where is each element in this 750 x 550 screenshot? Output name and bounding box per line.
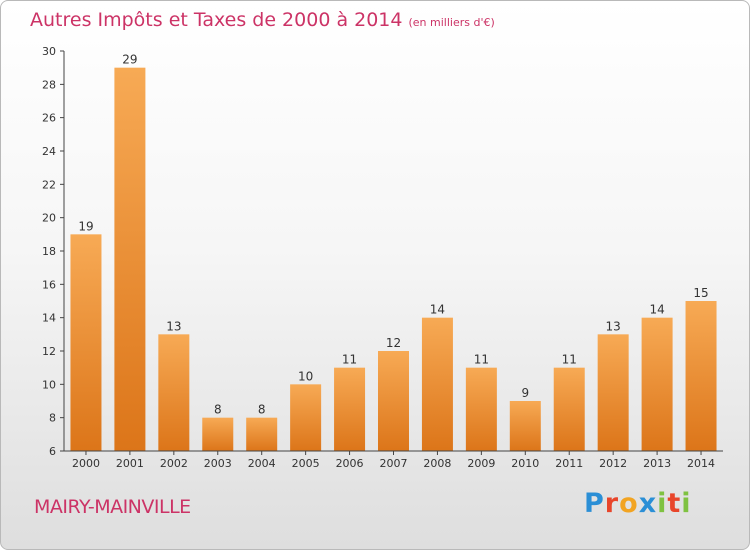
bar [246,417,278,451]
logo-letter: P [584,488,605,519]
value-label: 11 [342,353,357,367]
bar [465,367,497,451]
chart-title-main: Autres Impôts et Taxes de 2000 à 2014 [30,9,403,31]
logo-letter: t [667,488,682,519]
x-tick-label: 2000 [72,457,100,470]
value-label: 9 [521,386,529,400]
value-label: 14 [430,303,445,317]
value-label: 11 [562,353,577,367]
logo-letter: r [604,488,620,519]
y-tick-label: 26 [42,112,56,125]
x-tick-label: 2002 [160,457,188,470]
x-tick-label: 2004 [248,457,276,470]
axes-group [60,50,723,455]
logo-letter: i [657,488,668,519]
bar [421,317,453,451]
y-tick-label: 22 [42,178,56,191]
logo-letter: o [619,488,639,519]
chart-title-unit: (en milliers d'€) [408,16,495,29]
x-tick-label: 2010 [511,457,539,470]
y-tick-label: 12 [42,345,56,358]
value-label: 15 [693,286,708,300]
x-tick-label: 2006 [336,457,364,470]
value-label: 8 [258,403,266,417]
value-label: 14 [649,303,664,317]
x-tick-label: 2007 [380,457,408,470]
y-tick-label: 24 [42,145,56,158]
x-tick-label: 2012 [599,457,627,470]
chart-title: Autres Impôts et Taxes de 2000 à 2014 (en… [30,9,495,31]
bar [158,334,190,451]
bar [202,417,234,451]
x-tick-label: 2001 [116,457,144,470]
bars-group [70,67,717,452]
bar [553,367,585,451]
bar [334,367,366,451]
bar [641,317,673,451]
proxiti-logo: Proxiti [584,488,692,519]
value-label: 11 [474,353,489,367]
commune-name: MAIRY-MAINVILLE [34,496,191,518]
y-tick-label: 14 [42,312,56,325]
y-tick-label: 18 [42,245,56,258]
value-label: 13 [166,319,181,333]
value-label: 12 [386,336,401,350]
x-tick-labels: 2000 2001 2002 2003 2004 2005 2006 2007 2008 2009… [72,457,715,470]
bar [509,401,541,451]
logo-letter: x [638,488,658,519]
bar [114,67,146,452]
x-tick-label: 2009 [467,457,495,470]
value-label: 13 [606,319,621,333]
bar [290,384,322,451]
y-tick-label: 16 [42,278,56,291]
x-tick-label: 2014 [687,457,715,470]
x-tick-label: 2013 [643,457,671,470]
bar [70,234,102,451]
y-tick-label: 28 [42,78,56,91]
value-label: 8 [214,403,222,417]
x-tick-label: 2008 [423,457,451,470]
y-tick-label: 30 [42,45,56,58]
value-label: 10 [298,369,313,383]
bar [378,351,409,451]
value-labels: 19 29 13 8 8 10 11 12 14 11 9 11 13 14 15 [78,53,708,417]
value-label: 29 [122,53,137,67]
y-tick-label: 20 [42,212,56,225]
y-tick-label: 10 [42,378,56,391]
y-tick-label: 8 [49,412,56,425]
x-tick-label: 2003 [204,457,232,470]
bar [685,301,717,451]
y-tick-label: 6 [49,445,56,458]
bar [597,334,629,451]
y-tick-labels: 6 8 10 12 14 16 18 20 22 24 26 28 30 [42,45,56,458]
x-tick-label: 2011 [555,457,583,470]
x-tick-label: 2005 [292,457,320,470]
value-label: 19 [78,219,93,233]
logo-letter: i [681,488,692,519]
